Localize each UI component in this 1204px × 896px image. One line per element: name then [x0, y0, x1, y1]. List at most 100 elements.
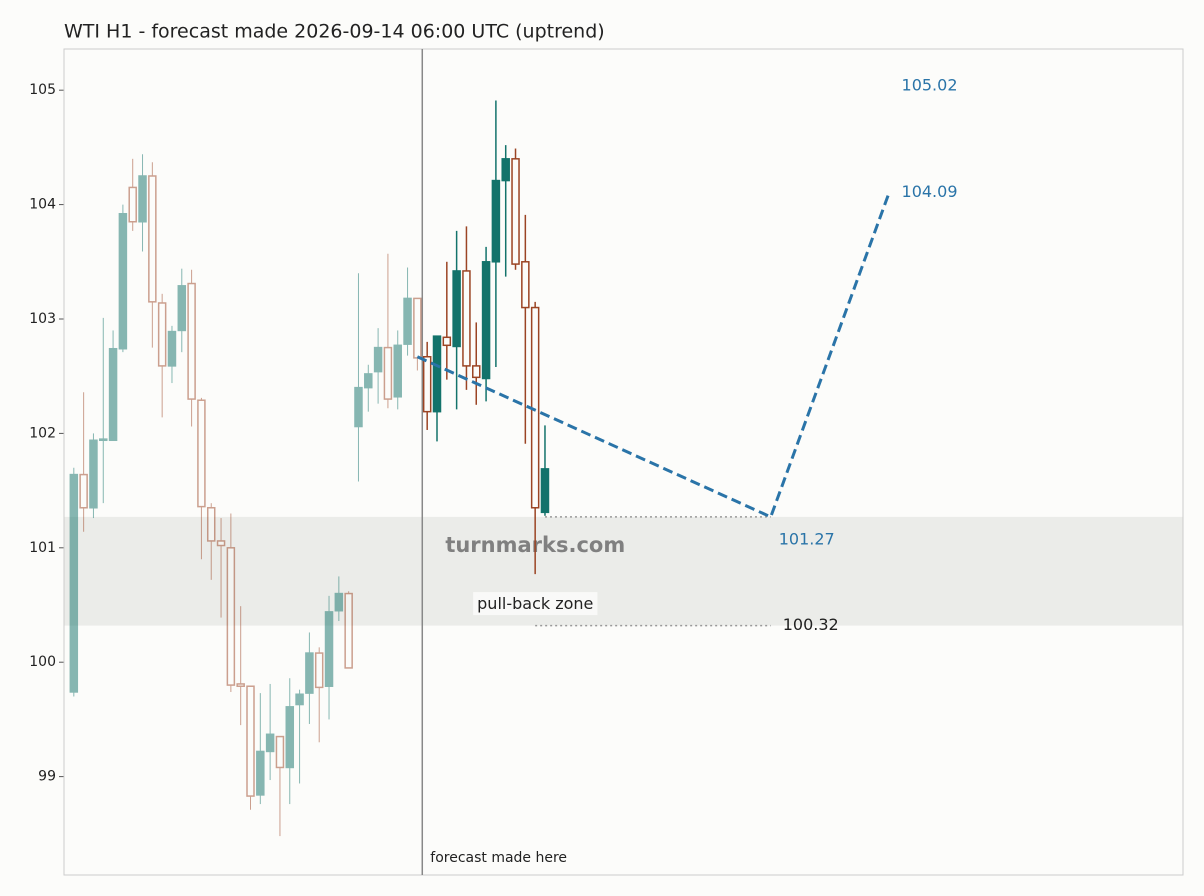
candle — [236, 606, 245, 726]
candle — [452, 230, 461, 410]
candle-body — [442, 336, 452, 347]
y-tick-label: 99 — [38, 769, 56, 785]
candle-body — [79, 473, 88, 509]
candle — [511, 148, 520, 270]
candle-body — [187, 282, 196, 400]
zone-label: pull-back zone — [477, 594, 593, 613]
target-label: 104.09 — [902, 182, 958, 201]
candle-body — [501, 158, 510, 182]
candle — [246, 685, 255, 810]
candle — [314, 647, 324, 743]
candle-body — [403, 297, 412, 345]
plot-frame — [63, 48, 1184, 876]
candle-body — [256, 750, 265, 796]
y-tick-label: 105 — [29, 82, 56, 98]
candle-body — [246, 685, 255, 797]
candle — [256, 693, 265, 805]
candle-body — [452, 270, 461, 348]
candle-body — [216, 540, 226, 547]
candle — [521, 214, 530, 444]
candle — [226, 513, 236, 692]
candle-body — [138, 175, 147, 223]
candle-body — [305, 652, 314, 694]
candle-body — [432, 335, 442, 413]
candle — [148, 162, 157, 348]
candle-body — [472, 365, 481, 379]
candle-body — [491, 179, 501, 263]
candle — [138, 154, 147, 252]
y-tick-label: 104 — [29, 197, 56, 213]
candle — [491, 100, 501, 368]
candle-body — [324, 611, 334, 687]
candle-body — [354, 386, 363, 428]
candle — [403, 267, 412, 356]
candle-body — [226, 547, 236, 686]
candle — [177, 268, 187, 353]
candle — [472, 322, 481, 405]
candle-body — [206, 507, 216, 542]
candle-body — [511, 158, 520, 265]
candle — [167, 325, 177, 384]
candle — [501, 145, 510, 277]
candle — [393, 330, 402, 410]
candle — [373, 328, 383, 404]
candle-body — [236, 683, 245, 687]
candle — [383, 253, 393, 409]
candle-body — [167, 330, 177, 367]
candle-body — [89, 439, 98, 509]
y-tick-label: 101 — [29, 540, 56, 556]
candle-body — [295, 693, 304, 706]
candle — [481, 246, 491, 402]
candle — [128, 158, 137, 231]
candle-body — [344, 592, 353, 669]
candle-body — [69, 473, 79, 693]
candle-body — [99, 438, 108, 442]
candle-body — [177, 285, 187, 332]
y-tick-label: 100 — [29, 654, 56, 670]
candle-body — [275, 735, 285, 769]
candle — [187, 269, 196, 427]
candle — [216, 518, 226, 618]
candle — [462, 226, 471, 390]
pull-back-zone — [64, 516, 1183, 626]
candle-body — [383, 346, 393, 400]
candle — [334, 576, 344, 622]
candle — [197, 397, 206, 560]
candle-body — [334, 592, 344, 612]
target-label: 105.02 — [902, 75, 958, 94]
y-tick-label: 103 — [29, 311, 56, 327]
candle — [442, 261, 452, 380]
forecast-marker-label: forecast made here — [430, 850, 567, 866]
zone-label-bg — [473, 592, 598, 616]
candle-body — [148, 175, 157, 303]
candle — [265, 683, 275, 781]
candle — [99, 317, 108, 504]
candle — [89, 433, 98, 519]
candle — [285, 678, 295, 805]
candle-body — [265, 733, 275, 753]
candle-body — [197, 399, 206, 508]
candle — [432, 335, 442, 442]
candle — [422, 341, 432, 430]
candle — [157, 293, 167, 418]
chart-title: WTI H1 - forecast made 2026-09-14 06:00 … — [64, 21, 605, 43]
candle-body — [314, 652, 324, 689]
candle — [305, 632, 314, 724]
candle-body — [521, 261, 530, 309]
candle-body — [413, 297, 422, 359]
candle-body — [422, 355, 432, 413]
candle-body — [108, 347, 118, 442]
candle — [79, 392, 88, 532]
candle — [540, 425, 550, 516]
candle — [324, 595, 334, 720]
candle — [118, 204, 128, 353]
candle-body — [462, 270, 471, 367]
candle-body — [364, 373, 373, 389]
candle — [295, 689, 304, 784]
candle-body — [393, 344, 402, 398]
candle-body — [157, 302, 167, 367]
target-label: 101.27 — [779, 529, 835, 548]
candle-body — [481, 261, 491, 380]
